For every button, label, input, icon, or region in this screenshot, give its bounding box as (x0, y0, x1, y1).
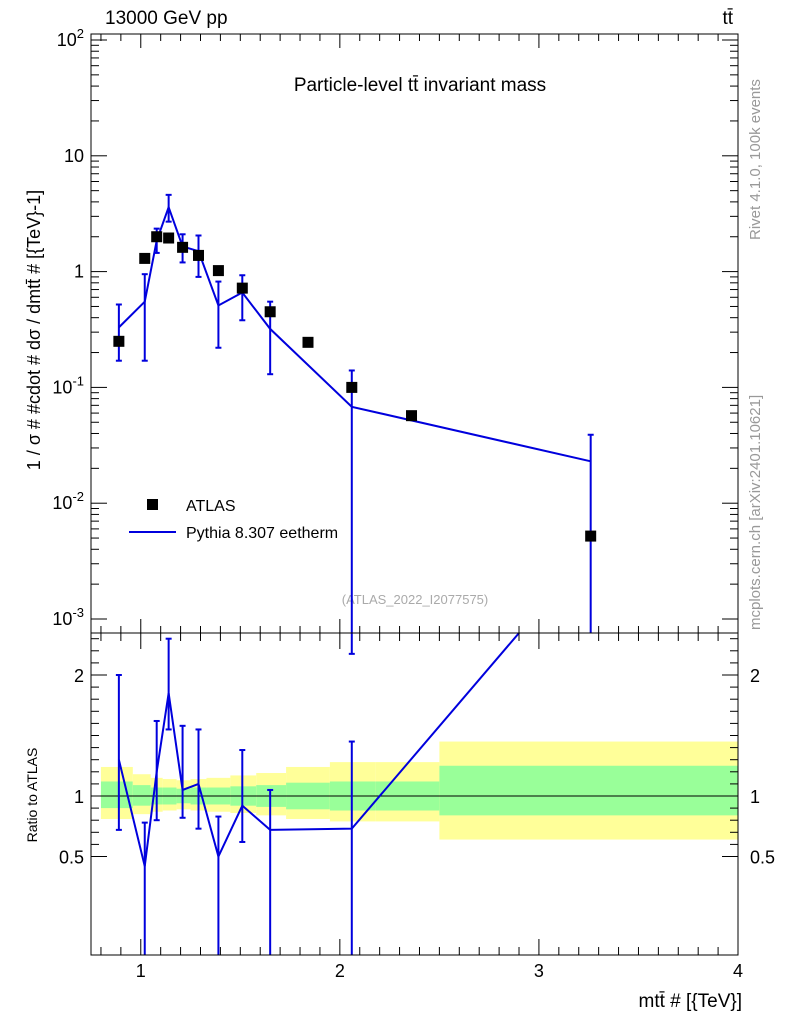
legend-atlas-marker (147, 499, 158, 510)
ratio-line (117, 632, 520, 867)
band-inner (439, 765, 738, 816)
y-axis-label: 1 / σ # #cdot # dσ / dmtt̄ # [{TeV}-1] (24, 190, 44, 470)
x-axis-label: mtt̄ # [{TeV}] (639, 991, 743, 1012)
atlas-point (406, 410, 418, 422)
energy-label: 13000 GeV pp (105, 8, 228, 29)
mc-error-bars (115, 193, 594, 655)
atlas-point (177, 241, 189, 253)
x-tick-label: 2 (335, 961, 345, 981)
ratio-y-tick-label: 2 (74, 666, 84, 686)
atlas-point (151, 231, 163, 243)
analysis-id: (ATLAS_2022_I2077575) (342, 592, 488, 607)
x-tick-label: 3 (534, 961, 544, 981)
atlas-point (163, 232, 175, 244)
process-label: tt̄ (722, 8, 733, 29)
chart-title: Particle-level tt̄ invariant mass (294, 75, 546, 96)
atlas-points (113, 231, 597, 542)
x-tick-labels: 1 2 3 4 (136, 961, 743, 981)
mcplots-label: mcplots.cern.ch [arXiv:2401.10621] (747, 395, 764, 630)
ratio-error-bars (115, 637, 355, 955)
main-panel: 10-3 10-2 10-1 1 10 102 Particle-level tt̄ in… (24, 26, 739, 655)
band-inner (132, 785, 151, 806)
y-tick-label: 102 (57, 26, 84, 50)
ratio-ticks: 0.5 0.5 1 1 2 2 (59, 633, 775, 955)
ratio-panel: 0.5 0.5 1 1 2 2 1 2 3 4 Ratio to ATLAS mtt̄ # [{… (24, 632, 775, 1012)
ratio-y-tick-label-right: 2 (750, 666, 760, 686)
atlas-point (302, 336, 314, 348)
y-tick-label: 10 (64, 146, 84, 166)
ratio-frame (90, 632, 739, 956)
atlas-point (264, 306, 276, 318)
atlas-point (585, 530, 597, 542)
y-tick-label: 10-1 (52, 373, 84, 397)
atlas-point (139, 252, 151, 264)
atlas-point (212, 265, 224, 277)
atlas-point (236, 282, 248, 294)
y-tick-label: 10-3 (52, 605, 84, 629)
atlas-point (193, 249, 205, 261)
legend-mc-label: Pythia 8.307 eetherm (186, 525, 338, 542)
legend: ATLAS Pythia 8.307 eetherm (129, 498, 338, 542)
rivet-label: Rivet 4.1.0, 100k events (747, 79, 764, 240)
x-tick-label: 4 (733, 961, 743, 981)
main-y-tick-labels: 10-3 10-2 10-1 1 10 102 (52, 26, 84, 629)
main-ticks (91, 34, 739, 633)
ratio-y-axis-label: Ratio to ATLAS (24, 748, 40, 843)
ratio-y-tick-label-right: 1 (750, 787, 760, 807)
y-tick-label: 10-2 (52, 489, 84, 513)
ratio-y-tick-label: 1 (74, 787, 84, 807)
main-frame (90, 33, 739, 634)
atlas-point (113, 335, 125, 347)
legend-atlas-label: ATLAS (186, 498, 236, 515)
x-tick-label: 1 (136, 961, 146, 981)
y-tick-label: 1 (74, 262, 84, 282)
ratio-bands (100, 741, 738, 840)
ratio-y-tick-label: 0.5 (59, 848, 84, 868)
atlas-point (346, 381, 358, 393)
ratio-y-tick-label-right: 0.5 (750, 848, 775, 868)
mc-line (118, 204, 591, 463)
